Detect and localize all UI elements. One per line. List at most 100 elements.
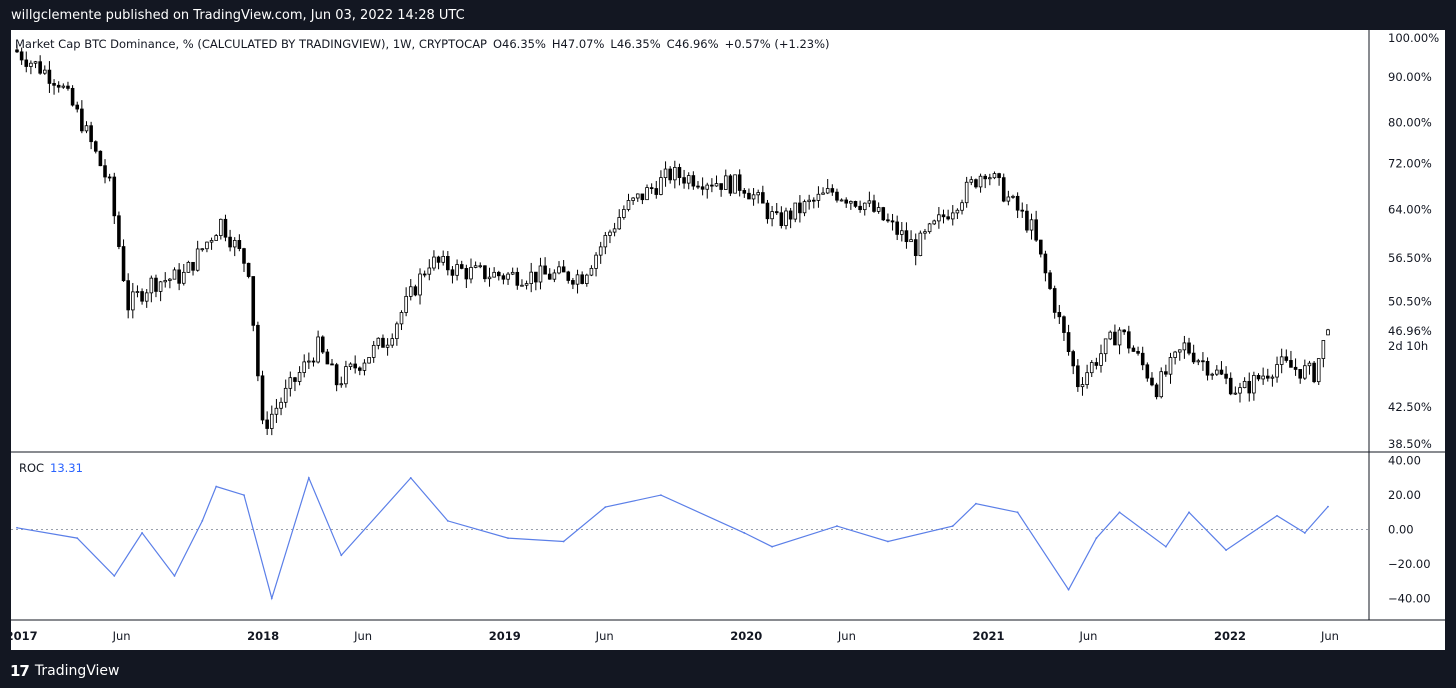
candle — [663, 161, 668, 187]
candle-body — [816, 193, 821, 201]
candle — [126, 273, 130, 319]
roc-pane[interactable]: 40.00 20.00 0.00 −20.00 −40.00 — [11, 454, 1431, 606]
candle-body — [1140, 352, 1145, 366]
candle — [89, 121, 93, 150]
candle — [149, 275, 154, 303]
candle-body — [492, 271, 496, 278]
candle-body — [112, 176, 117, 217]
candle-body — [1247, 380, 1252, 394]
roc-point — [1016, 511, 1019, 514]
roc-point — [1118, 511, 1121, 514]
candle-body — [992, 173, 997, 179]
candle — [219, 218, 223, 240]
candle — [1066, 324, 1071, 356]
candle — [75, 101, 80, 113]
roc-axis-tick: 20.00 — [1388, 488, 1421, 502]
price-pane[interactable]: 100.00% 90.00% 80.00% 72.00% 64.00% 56.50% 50.… — [11, 30, 1445, 621]
tradingview-logo[interactable]: 17 TradingView — [10, 662, 119, 680]
candle — [992, 171, 997, 180]
candle — [1071, 349, 1076, 375]
time-axis-tick: Jun — [1320, 629, 1339, 643]
candle-body — [232, 240, 237, 248]
candle-body — [969, 179, 974, 183]
candle — [1191, 344, 1196, 365]
candle-body — [909, 239, 913, 243]
candle-body — [1177, 349, 1182, 353]
candle — [714, 175, 719, 187]
candle — [1233, 386, 1238, 395]
candle — [807, 194, 811, 210]
chart-frame[interactable]: 100.00% 90.00% 80.00% 72.00% 64.00% 56.50% 50.… — [11, 30, 1445, 650]
candle — [422, 270, 427, 278]
candle — [1321, 340, 1326, 368]
roc-point — [887, 540, 889, 543]
top-bar: willgclemente published on TradingView.c… — [0, 0, 1456, 30]
time-axis[interactable]: 2017 Jun 2018 Jun 2019 Jun 2020 Jun 2021 Jun 2022 J… — [11, 629, 1339, 643]
candle — [839, 198, 844, 202]
candle-body — [1150, 377, 1154, 386]
legend-close: C46.96% — [667, 37, 719, 51]
candle — [1293, 358, 1298, 376]
roc-point — [141, 532, 143, 534]
candle-body — [200, 248, 205, 251]
candle — [1080, 377, 1085, 396]
roc-line — [16, 476, 1329, 601]
candle-body — [1145, 364, 1150, 379]
candle-body — [566, 271, 571, 281]
candle — [93, 140, 98, 154]
candle-body — [334, 364, 339, 386]
candle — [1131, 345, 1136, 352]
chart-canvas[interactable]: 100.00% 90.00% 80.00% 72.00% 64.00% 56.50% 50.… — [11, 30, 1445, 650]
candle — [950, 205, 955, 226]
candle — [107, 173, 112, 182]
candle — [812, 197, 816, 209]
candle — [154, 274, 158, 298]
candle-body — [260, 375, 265, 421]
candle-body — [413, 286, 418, 296]
candle — [1108, 330, 1113, 341]
roc-legend-name: ROC — [19, 461, 44, 475]
candle — [1127, 325, 1131, 354]
candle — [43, 65, 47, 75]
candle-body — [733, 174, 737, 194]
candle-body — [469, 267, 473, 280]
candle — [1201, 352, 1205, 371]
candle-body — [798, 202, 802, 214]
candle-body — [742, 190, 747, 194]
candle-body — [19, 51, 24, 61]
candle — [617, 209, 622, 230]
candle-body — [673, 167, 677, 181]
candle-body — [1187, 342, 1191, 354]
time-axis-tick: Jun — [837, 629, 856, 643]
candle-body — [1020, 209, 1025, 212]
candle — [1205, 357, 1210, 381]
candle-body — [506, 273, 510, 280]
candle-body — [1316, 358, 1321, 383]
candle — [895, 215, 899, 241]
candle-body — [1062, 316, 1066, 333]
candle-body — [835, 191, 839, 201]
candle-body — [33, 61, 38, 64]
candle-body — [98, 150, 103, 167]
candle-body — [464, 268, 469, 280]
candle — [798, 195, 802, 223]
candle-body — [358, 367, 362, 371]
candle-body — [1307, 362, 1312, 367]
candle — [927, 222, 932, 234]
candle — [571, 277, 575, 290]
candle-body — [1015, 195, 1020, 211]
candle — [1052, 285, 1057, 319]
legend-low: L46.35% — [610, 37, 660, 51]
candle-body — [1321, 340, 1326, 359]
candle-body — [1233, 392, 1238, 395]
candle — [320, 335, 325, 354]
candle — [1136, 346, 1140, 356]
candle — [876, 202, 881, 214]
candle — [269, 405, 274, 436]
candle — [1210, 372, 1214, 380]
candle-body — [140, 291, 144, 302]
bottom-bar: 17 TradingView — [0, 650, 1456, 688]
candle — [580, 271, 584, 285]
candle — [1011, 194, 1015, 199]
candle — [362, 359, 367, 376]
